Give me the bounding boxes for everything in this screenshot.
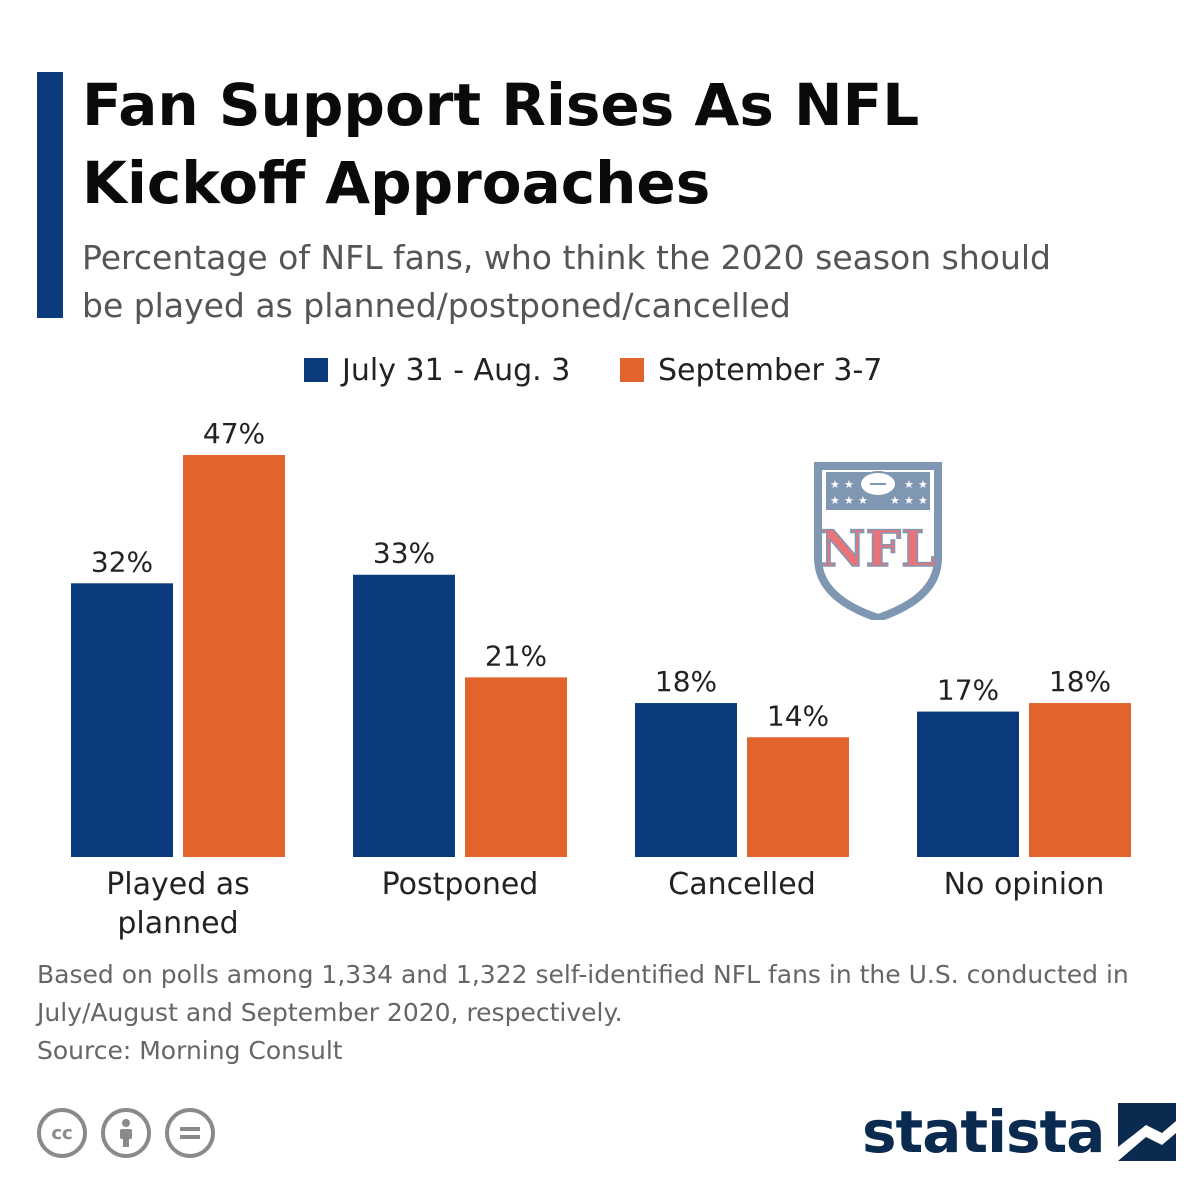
svg-text:★: ★ [844, 494, 854, 507]
svg-text:★: ★ [890, 494, 900, 507]
footnote: Based on polls among 1,334 and 1,322 sel… [37, 960, 1129, 1027]
source-note: Source: Morning Consult [37, 1036, 343, 1065]
attribution-icon[interactable] [101, 1108, 151, 1158]
title-accent-bar [37, 72, 63, 318]
data-label-2-1: 21% [485, 639, 547, 672]
legend-swatch-series-1 [304, 358, 328, 382]
svg-text:★: ★ [904, 478, 914, 491]
legend: July 31 - Aug. 3 September 3-7 [0, 348, 1200, 392]
category-label-3: No opinion [944, 867, 1105, 902]
category-label-1: Postponed [382, 867, 539, 902]
legend-label-series-2: September 3-7 [658, 352, 883, 388]
statista-wordmark: statista [862, 1098, 1105, 1166]
nfl-logo: ★ ★ ★ ★ ★ ★ ★ ★ ★ ★ NFL [814, 462, 942, 620]
svg-text:★: ★ [904, 494, 914, 507]
legend-label-series-1: July 31 - Aug. 3 [342, 352, 571, 388]
cc-icon[interactable]: cc [37, 1108, 87, 1158]
svg-text:★: ★ [858, 494, 868, 507]
data-label-1-0: 32% [91, 545, 153, 578]
statista-brand[interactable]: statista [862, 1098, 1177, 1166]
data-label-1-1: 33% [373, 537, 435, 570]
svg-text:★: ★ [918, 478, 928, 491]
bar-1-3 [917, 711, 1019, 857]
data-label-2-0: 47% [203, 417, 265, 450]
data-label-2-2: 14% [767, 699, 829, 732]
category-label-0: Played as planned [106, 867, 250, 941]
data-label-1-2: 18% [655, 665, 717, 698]
bar-2-1 [465, 677, 567, 857]
svg-text:★: ★ [830, 478, 840, 491]
legend-item-series-1: July 31 - Aug. 3 [304, 348, 570, 392]
bar-1-0 [71, 583, 173, 857]
legend-swatch-series-2 [620, 358, 644, 382]
data-label-2-3: 18% [1049, 665, 1111, 698]
legend-item-series-2: September 3-7 [620, 348, 882, 392]
statista-logo-icon [1118, 1103, 1177, 1161]
svg-text:★: ★ [918, 494, 928, 507]
bar-2-0 [183, 455, 285, 857]
svg-text:★: ★ [830, 494, 840, 507]
license-icons: cc [37, 1108, 215, 1158]
data-label-1-3: 17% [937, 674, 999, 707]
bar-1-2 [635, 703, 737, 857]
svg-text:★: ★ [844, 478, 854, 491]
nfl-logo-text: NFL [820, 519, 936, 578]
no-derivatives-icon[interactable] [165, 1108, 215, 1158]
chart-subtitle: Percentage of NFL fans, who think the 20… [82, 238, 1051, 325]
chart-title: Fan Support Rises As NFL Kickoff Approac… [82, 71, 920, 217]
bar-1-1 [353, 574, 455, 857]
bar-2-3 [1029, 703, 1131, 857]
bar-2-2 [747, 737, 849, 857]
category-label-2: Cancelled [668, 867, 815, 902]
